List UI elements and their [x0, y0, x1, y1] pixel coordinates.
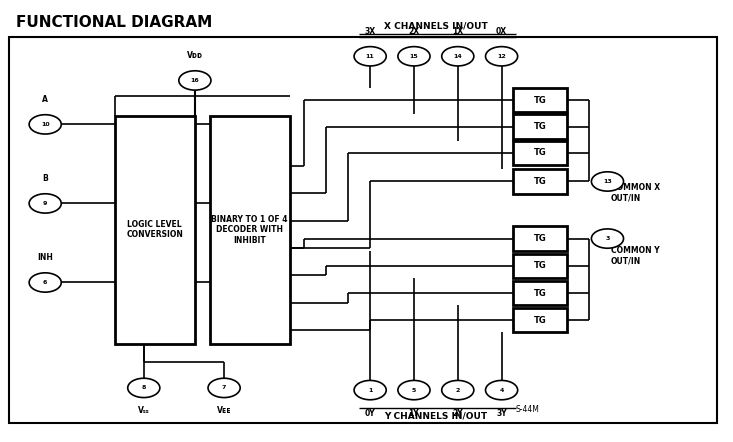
- Text: 2X: 2X: [408, 27, 419, 36]
- FancyBboxPatch shape: [512, 88, 567, 112]
- Circle shape: [398, 381, 430, 400]
- Text: 8: 8: [141, 385, 146, 390]
- Circle shape: [29, 273, 62, 292]
- Circle shape: [29, 115, 62, 134]
- Text: 5: 5: [412, 388, 416, 392]
- Circle shape: [442, 381, 474, 400]
- Text: FUNCTIONAL DIAGRAM: FUNCTIONAL DIAGRAM: [16, 15, 213, 30]
- Circle shape: [29, 194, 62, 213]
- Text: 9: 9: [43, 201, 48, 206]
- Text: LOGIC LEVEL
CONVERSION: LOGIC LEVEL CONVERSION: [126, 220, 183, 240]
- FancyBboxPatch shape: [512, 254, 567, 278]
- Text: TG: TG: [534, 122, 546, 131]
- Circle shape: [354, 381, 386, 400]
- FancyBboxPatch shape: [512, 308, 567, 332]
- Text: 0Y: 0Y: [365, 408, 375, 418]
- Text: TG: TG: [534, 234, 546, 243]
- Text: TG: TG: [534, 316, 546, 325]
- Circle shape: [592, 229, 624, 248]
- Text: 2Y: 2Y: [452, 408, 463, 418]
- Text: 16: 16: [191, 78, 199, 83]
- Text: INH: INH: [37, 253, 53, 262]
- Text: COMMON Y
OUT/IN: COMMON Y OUT/IN: [611, 247, 660, 266]
- Text: TG: TG: [534, 261, 546, 271]
- FancyBboxPatch shape: [114, 116, 195, 344]
- Text: 0X: 0X: [496, 27, 507, 36]
- Circle shape: [592, 172, 624, 191]
- Text: 2: 2: [456, 388, 460, 392]
- Text: TG: TG: [534, 149, 546, 157]
- Text: Vᴇᴇ: Vᴇᴇ: [217, 406, 232, 415]
- Text: TG: TG: [534, 177, 546, 186]
- Text: A: A: [43, 95, 48, 104]
- Circle shape: [485, 46, 517, 66]
- Circle shape: [208, 378, 240, 397]
- FancyBboxPatch shape: [512, 226, 567, 251]
- Text: 1X: 1X: [452, 27, 463, 36]
- FancyBboxPatch shape: [512, 169, 567, 194]
- Text: 6: 6: [43, 280, 48, 285]
- Text: S-44M: S-44M: [515, 405, 539, 414]
- Text: B: B: [43, 174, 48, 183]
- Text: 12: 12: [497, 54, 506, 59]
- Text: Y CHANNELS IN/OUT: Y CHANNELS IN/OUT: [384, 412, 487, 421]
- Text: 13: 13: [603, 179, 612, 184]
- Circle shape: [128, 378, 160, 397]
- Text: TG: TG: [534, 96, 546, 105]
- FancyBboxPatch shape: [512, 281, 567, 305]
- Circle shape: [442, 46, 474, 66]
- Text: 3Y: 3Y: [496, 408, 507, 418]
- Text: 1Y: 1Y: [409, 408, 419, 418]
- Text: BINARY TO 1 OF 4
DECODER WITH
INHIBIT: BINARY TO 1 OF 4 DECODER WITH INHIBIT: [211, 215, 288, 245]
- Text: 7: 7: [222, 385, 226, 390]
- Text: X CHANNELS IN/OUT: X CHANNELS IN/OUT: [384, 21, 487, 30]
- FancyBboxPatch shape: [512, 141, 567, 165]
- Circle shape: [179, 71, 211, 90]
- Circle shape: [354, 46, 386, 66]
- Text: 1: 1: [368, 388, 372, 392]
- Text: COMMON X
OUT/IN: COMMON X OUT/IN: [611, 183, 660, 202]
- Text: Vᴅᴅ: Vᴅᴅ: [187, 51, 203, 60]
- Text: 10: 10: [41, 122, 50, 127]
- FancyBboxPatch shape: [210, 116, 290, 344]
- Text: TG: TG: [534, 289, 546, 297]
- Circle shape: [398, 46, 430, 66]
- Text: 15: 15: [410, 54, 419, 59]
- Text: 3X: 3X: [364, 27, 376, 36]
- Text: 3: 3: [605, 236, 610, 241]
- Text: 4: 4: [499, 388, 504, 392]
- FancyBboxPatch shape: [512, 114, 567, 139]
- Text: Vₛₛ: Vₛₛ: [138, 406, 150, 415]
- Text: 11: 11: [366, 54, 375, 59]
- Circle shape: [485, 381, 517, 400]
- Text: 14: 14: [454, 54, 462, 59]
